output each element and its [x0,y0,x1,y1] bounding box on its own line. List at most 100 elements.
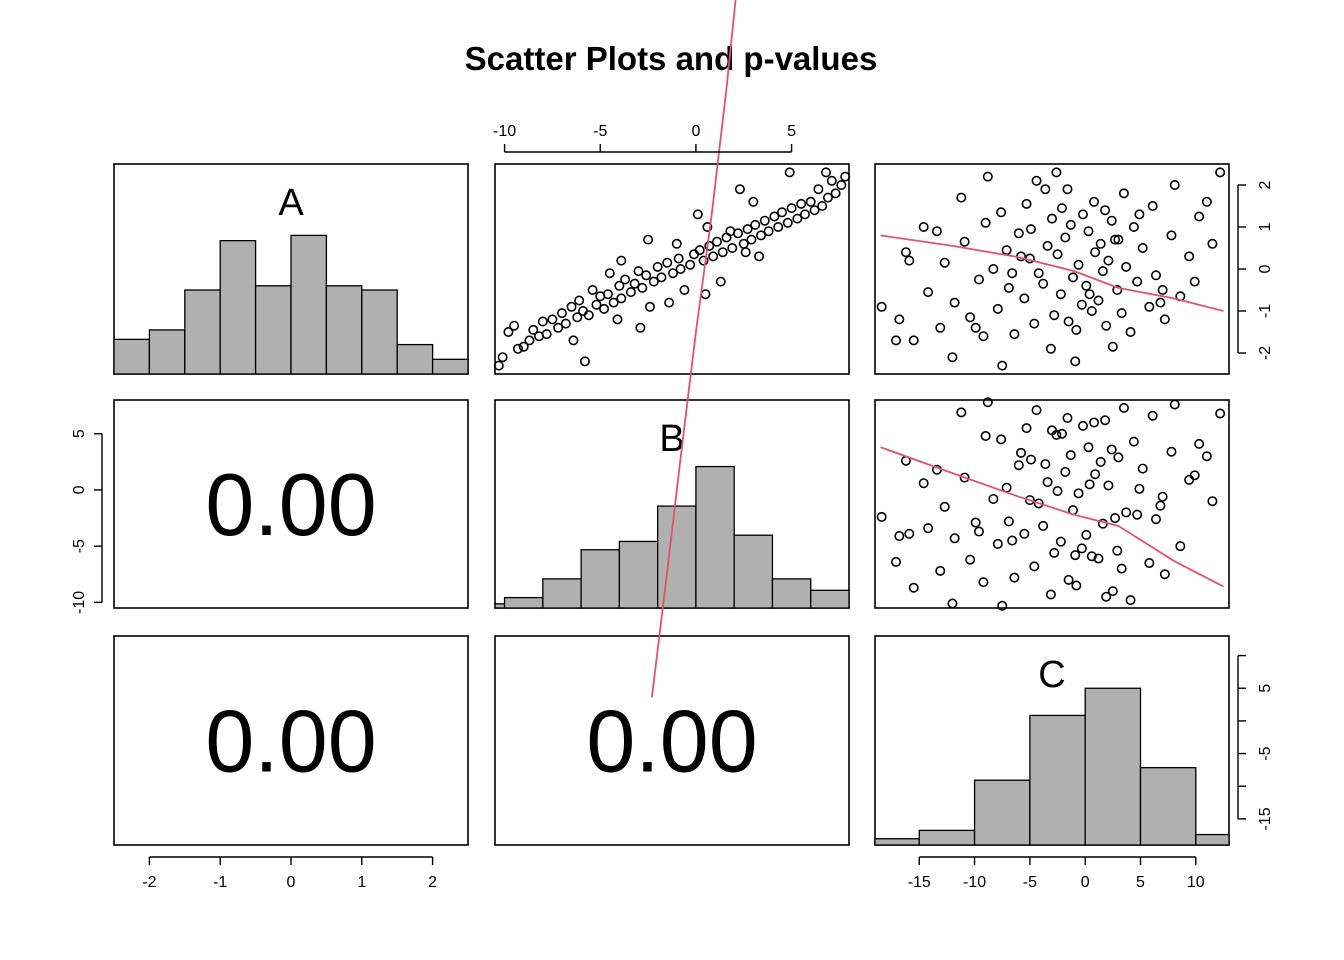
point-B-C-55 [1083,442,1094,453]
point-A-C-85 [891,335,902,346]
pvalue-A_C: 0.00 [205,692,376,791]
point-B-C-92 [1007,535,1018,546]
point-A-C-44 [1052,249,1063,260]
point-A-C-94 [970,322,981,333]
hist-bar-B-2 [542,578,582,609]
point-A-B-11 [560,318,571,329]
axis-right-A-label-4: 2 [1257,180,1274,189]
point-B-C-24 [1175,541,1186,552]
point-B-C-86 [1201,451,1212,462]
point-A-B-19 [566,301,577,312]
point-B-C-2 [1045,589,1056,600]
axis-right-A-label-3: 1 [1257,222,1274,231]
point-B-C-18 [992,538,1003,549]
point-A-C-61 [1047,213,1058,224]
axis-right-A-label-1: -1 [1257,304,1274,318]
histogram-A [113,234,469,375]
histogram-C [874,687,1230,846]
point-A-B-41 [698,255,709,266]
point-A-C-83 [1157,284,1168,295]
point-B-C-74 [1031,405,1042,416]
point-A-B-22 [574,295,585,306]
point-A-C-78 [876,301,887,312]
point-A-C-92 [1007,268,1018,279]
point-A-B-47 [727,243,738,254]
axis-top-B-label-0: -10 [493,123,516,140]
point-A-C-97 [1040,184,1051,195]
hist-bar-A-1 [148,329,186,375]
point-A-B-90 [579,356,590,367]
point-A-B-70 [822,192,833,203]
point-A-C-14 [965,312,976,323]
smooth-line-B-C [880,446,1224,588]
point-A-C-47 [1137,243,1148,254]
point-A-C-8 [1071,324,1082,335]
point-A-C-25 [1055,289,1066,300]
point-A-B-53 [755,230,766,241]
point-B-C-67 [1147,410,1158,421]
panel-frame-C-A [113,635,469,846]
point-B-C-58 [1065,450,1076,461]
axis-bottom-C-label-0: -15 [908,874,931,891]
point-A-B-87 [740,247,751,258]
point-B-C-29 [1081,529,1092,540]
point-A-B-75 [840,171,851,182]
point-A-B-18 [599,303,610,314]
point-A-B-69 [805,196,816,207]
point-A-B-51 [746,234,757,245]
point-A-B-1 [497,352,508,363]
point-B-C-8 [1071,580,1082,591]
point-A-C-60 [1106,215,1117,226]
point-A-B-9 [553,322,564,333]
hist-bar-A-8 [396,343,434,375]
point-B-C-70 [956,407,967,418]
point-B-C-38 [1121,507,1132,518]
point-A-C-32 [973,274,984,285]
point-A-C-53 [1166,230,1177,241]
axis-bottom-C-label-1: -10 [963,874,986,891]
point-A-C-38 [1121,261,1132,272]
point-B-C-89 [1051,429,1062,440]
point-A-B-65 [809,205,820,216]
point-A-C-22 [1093,295,1104,306]
point-B-C-54 [1013,460,1024,471]
point-B-C-64 [996,434,1007,445]
pvalue-A_B: 0.00 [205,455,376,554]
hist-bar-A-6 [325,285,363,375]
point-A-B-2 [512,343,523,354]
axis-bottom-A-label-1: -1 [213,874,227,891]
point-A-C-39 [1073,259,1084,270]
hist-bar-B-9 [810,589,850,609]
point-A-C-70 [956,192,967,203]
point-A-B-58 [750,219,761,230]
point-A-B-12 [537,316,548,327]
point-A-B-73 [836,180,847,191]
point-B-C-30 [1038,520,1049,531]
point-A-C-33 [1068,272,1079,283]
hist-bar-A-7 [361,289,398,375]
hist-bar-C-3 [1029,714,1086,846]
point-A-B-94 [635,322,646,333]
hist-bar-C-1 [918,829,976,846]
point-A-B-34 [641,270,652,281]
point-B-C-49 [1095,456,1106,467]
hist-bar-A-2 [184,289,221,375]
point-B-C-1 [947,598,958,609]
smooth-line-A-C [880,234,1224,312]
point-B-C-78 [876,511,887,522]
point-A-C-96 [1084,289,1095,300]
point-A-B-20 [591,299,602,310]
point-A-C-71 [1118,188,1129,199]
point-B-C-11 [1029,561,1040,572]
point-A-C-31 [1132,276,1143,287]
point-A-B-46 [694,245,705,256]
point-B-C-39 [1073,488,1084,499]
point-B-C-40 [939,501,950,512]
point-B-C-69 [1089,417,1100,428]
point-A-B-56 [742,224,753,235]
point-A-C-27 [1112,284,1123,295]
point-B-C-31 [1132,509,1143,520]
point-B-C-10 [1101,591,1112,602]
point-A-B-8 [528,324,539,335]
